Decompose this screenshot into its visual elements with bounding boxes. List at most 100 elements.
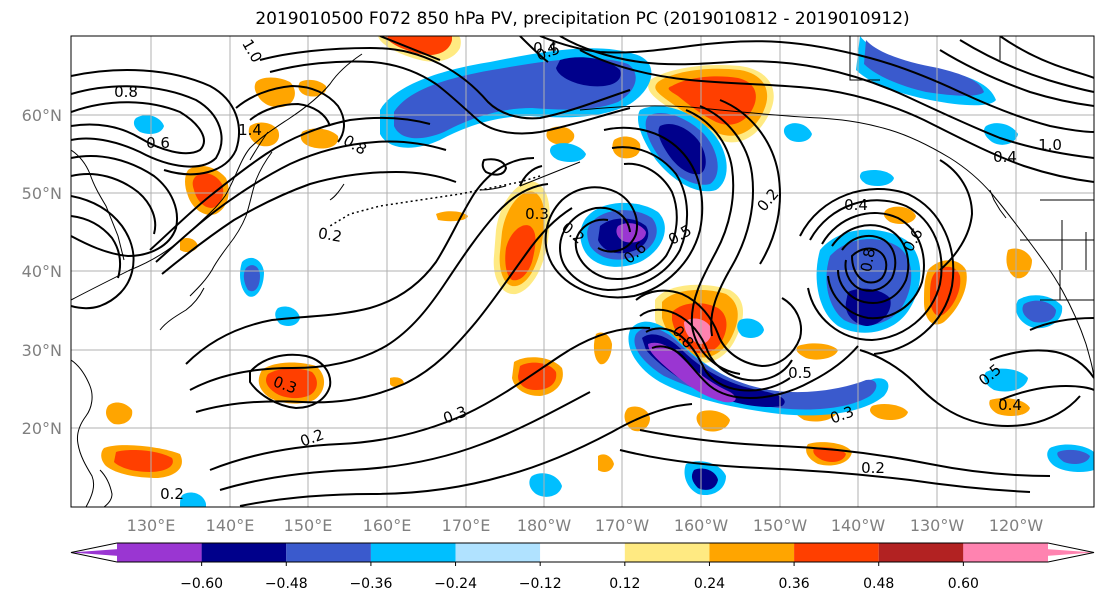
- lon-tick-label: 120°W: [989, 516, 1044, 535]
- contour-label: 0.4: [533, 39, 557, 57]
- lon-tick-label: 180°W: [517, 516, 572, 535]
- latitude-labels: 60°N 50°N 40°N 30°N 20°N: [22, 106, 62, 438]
- precip-positive-area: [796, 343, 838, 360]
- precip-negative-area: [737, 318, 764, 338]
- precip-negative-area: [133, 115, 164, 134]
- colorbar-tick-label: −0.12: [519, 576, 562, 592]
- precip-negative-area: [556, 57, 621, 87]
- contour-label: 0.2: [317, 224, 344, 246]
- contour-label: 0.8: [857, 247, 879, 274]
- precip-positive-area: [106, 402, 133, 425]
- precip-negative-area: [859, 170, 894, 186]
- colorbar-tick-label: 0.48: [863, 576, 894, 592]
- lon-tick-label: 160°E: [363, 516, 412, 535]
- contour-label: 0.3: [525, 205, 549, 223]
- pv-contours: [71, 36, 1094, 507]
- contour-label: 0.4: [998, 396, 1022, 414]
- precip-positive-area: [114, 450, 173, 472]
- precip-positive-area: [505, 225, 536, 281]
- lon-tick-label: 130°E: [127, 516, 176, 535]
- precip-positive-area: [254, 77, 295, 108]
- colorbar-tick-label: 0.24: [694, 576, 725, 592]
- precip-negative-area: [984, 368, 1028, 392]
- precip-positive-area: [266, 368, 317, 399]
- colorbar-segment: [540, 543, 625, 562]
- lat-tick-label: 30°N: [22, 341, 62, 360]
- precip-positive-area: [518, 362, 557, 390]
- colorbar-tick-label: 0.36: [779, 576, 810, 592]
- precip-negative-area: [984, 123, 1018, 145]
- precip-positive-area: [192, 173, 224, 208]
- precip-negative-area: [845, 288, 891, 326]
- colorbar-segment: [455, 543, 541, 562]
- contour-label: 1.4: [238, 121, 262, 139]
- lon-tick-label: 170°E: [442, 516, 491, 535]
- lat-tick-label: 50°N: [22, 184, 62, 203]
- contour-label: 1.0: [1038, 136, 1062, 154]
- colorbar-tick-label: −0.60: [180, 576, 223, 592]
- colorbar-segment: [878, 543, 964, 562]
- colorbar-segment: [963, 543, 1094, 562]
- colorbar-segment: [117, 543, 202, 562]
- precip-negative-area: [550, 143, 586, 162]
- colorbar-segment: [794, 543, 879, 562]
- precip-negative-area: [1022, 300, 1056, 323]
- precip-negative-area: [648, 342, 736, 403]
- lon-tick-label: 160°W: [674, 516, 729, 535]
- precip-positive-area: [300, 128, 339, 149]
- colorbar-tick-label: 0.12: [609, 576, 640, 592]
- precip-positive-area: [546, 126, 575, 145]
- colorbar-tick-label: −0.36: [349, 576, 392, 592]
- precip-negative-area: [628, 321, 889, 416]
- precip-positive-area: [696, 410, 730, 432]
- precip-positive-area: [593, 332, 612, 365]
- precip-positive-area: [668, 76, 756, 125]
- colorbar-segment: [624, 543, 710, 562]
- contour-label: 0.2: [861, 459, 885, 477]
- colorbar-outline: [70, 542, 1095, 563]
- colorbar-segment: [709, 543, 795, 562]
- precip-positive-area: [598, 454, 614, 472]
- lon-tick-label: 130°W: [910, 516, 965, 535]
- precip-negative-area: [529, 473, 562, 497]
- precip-positive-area: [385, 36, 452, 56]
- precip-negative-area: [275, 306, 300, 326]
- lon-tick-label: 140°W: [831, 516, 886, 535]
- map-title: 2019010500 F072 850 hPa PV, precipitatio…: [255, 9, 910, 29]
- lat-tick-label: 20°N: [22, 419, 62, 438]
- lon-tick-label: 140°E: [206, 516, 255, 535]
- precip-positive-area: [989, 398, 1030, 416]
- colorbar-segment: [201, 543, 287, 562]
- precip-positive-area: [870, 404, 908, 420]
- lat-tick-label: 60°N: [22, 106, 62, 125]
- colorbar-tick-label: −0.48: [265, 576, 308, 592]
- colorbar-tick-label: −0.24: [434, 576, 477, 592]
- lon-tick-label: 150°W: [753, 516, 808, 535]
- precip-negative-area: [616, 223, 646, 243]
- lat-tick-label: 40°N: [22, 262, 62, 281]
- map-border: [70, 35, 1095, 508]
- colorbar-segment: [286, 543, 371, 562]
- contour-label: 0.4: [844, 196, 868, 214]
- precip-negative-area: [243, 265, 260, 292]
- colorbar: −0.60 −0.48 −0.36 −0.24 −0.12 0.12 0.24 0.36 0.4…: [70, 542, 1095, 592]
- colorbar-tick-label: 0.60: [948, 576, 979, 592]
- precip-positive-area: [248, 122, 280, 147]
- contour-label: 0.5: [788, 364, 812, 382]
- precip-negative-area: [783, 123, 812, 142]
- precip-negative-area: [658, 123, 706, 175]
- lon-tick-label: 150°E: [284, 516, 333, 535]
- contour-label: 0.2: [160, 485, 184, 503]
- precip-negative-area: [864, 40, 984, 96]
- contour-label: 0.6: [146, 134, 170, 152]
- contour-label: 0.4: [993, 148, 1017, 166]
- precip-negative-area: [691, 468, 718, 490]
- precip-negative-area: [180, 492, 206, 507]
- longitude-labels: 130°E 140°E 150°E 160°E 170°E 180°W 170°W 160°W…: [127, 516, 1044, 535]
- precip-negative-area: [1057, 449, 1090, 464]
- precip-positive-area: [883, 206, 916, 224]
- colorbar-segment: [370, 543, 456, 562]
- contour-label: 0.8: [114, 83, 138, 101]
- lon-tick-label: 170°W: [595, 516, 650, 535]
